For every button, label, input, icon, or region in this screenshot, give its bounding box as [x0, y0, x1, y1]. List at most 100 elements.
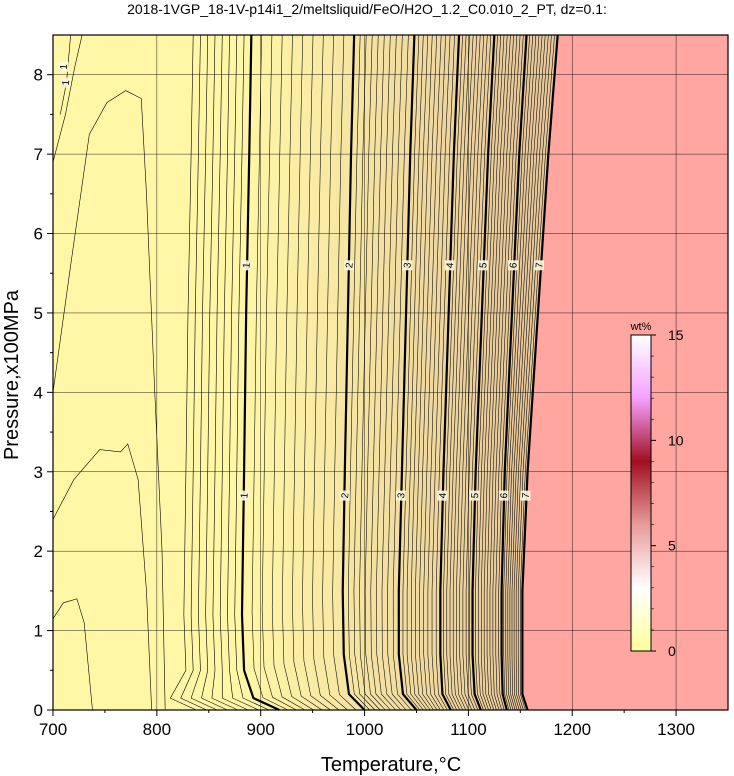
minor-contour	[452, 34, 474, 711]
contour-label: 2	[340, 492, 351, 499]
minor-contour	[446, 34, 467, 711]
contour-label: 6	[508, 262, 519, 269]
y-tick-label: 3	[34, 463, 43, 482]
colorbar-scale	[630, 334, 652, 652]
minor-contour	[359, 34, 381, 711]
minor-contour	[312, 34, 340, 711]
minor-contour	[505, 34, 534, 711]
major-contour-2	[341, 34, 366, 711]
minor-contour	[462, 34, 485, 711]
contour-label: 3	[396, 492, 407, 499]
y-tick-label: 8	[34, 66, 43, 85]
contour-label-bg	[498, 490, 509, 501]
colorbar-label: wt%	[630, 321, 652, 333]
contour-label-bg	[534, 260, 544, 271]
minor-contour	[435, 34, 455, 711]
contour-label: 3	[402, 262, 413, 269]
minor-contour	[392, 34, 412, 711]
major-contour-6	[500, 34, 528, 711]
minor-contour	[475, 34, 498, 711]
minor-contour	[415, 34, 433, 711]
contour-label: 7	[521, 492, 532, 499]
minor-contour	[387, 34, 407, 711]
minor-contour	[513, 34, 546, 711]
contour-label: 1	[61, 79, 72, 86]
minor-contour	[449, 34, 470, 711]
x-tick-label: 800	[143, 720, 171, 739]
minor-contour	[443, 34, 463, 711]
minor-contour	[370, 34, 391, 711]
minor-contour	[459, 34, 481, 711]
minor-contour	[511, 34, 543, 711]
major-contour-4	[439, 34, 461, 711]
contour-label: 4	[445, 262, 456, 269]
contour-label-bg	[343, 260, 354, 271]
minor-contour	[480, 34, 505, 711]
contour-label-bg	[395, 490, 406, 501]
y-tick-label: 2	[34, 542, 43, 561]
x-tick-label: 700	[39, 720, 67, 739]
minor-contour	[483, 34, 508, 711]
minor-contour	[489, 34, 514, 711]
x-tick-label: 1100	[450, 720, 487, 739]
y-tick-label: 7	[34, 145, 43, 164]
colorbar-tick-label: 5	[668, 538, 676, 554]
minor-contour	[495, 34, 521, 711]
minor-contour	[227, 34, 259, 711]
minor-contour-region	[52, 443, 152, 711]
colorbar: 0 5 10 15 wt%	[630, 321, 684, 659]
minor-contour	[261, 34, 297, 711]
major-contour-7	[521, 34, 559, 711]
minor-contour	[376, 34, 396, 711]
minor-contour	[211, 34, 238, 711]
x-tick-label: 900	[247, 720, 275, 739]
minor-contour	[271, 34, 306, 711]
x-tick-label: 1300	[657, 720, 695, 739]
minor-contour	[517, 34, 552, 711]
saturated-region	[522, 35, 728, 710]
minor-contour	[251, 34, 289, 711]
minor-contour	[498, 34, 524, 711]
contour-label-bg	[508, 260, 519, 271]
minor-contour	[503, 34, 530, 711]
contour-label: 6	[499, 492, 510, 499]
major-contour-5	[471, 34, 496, 711]
minor-contour	[322, 34, 348, 711]
contour-label-bg	[444, 260, 455, 271]
x-tick-label: 1200	[553, 720, 591, 739]
y-axis-label: Pressure,x100MPa	[1, 289, 23, 460]
minor-contour	[515, 34, 549, 711]
minor-contour	[381, 34, 402, 711]
minor-contour	[201, 34, 228, 711]
colorbar-tick-label: 10	[668, 432, 684, 448]
minor-contour	[456, 34, 477, 711]
major-contour-3	[397, 34, 418, 711]
minor-contour	[364, 34, 386, 711]
x-axis-label: Temperature,°C	[321, 754, 461, 776]
colorbar-tick-label: 0	[668, 643, 676, 659]
minor-contour	[353, 34, 376, 711]
contour-label-bg	[402, 260, 413, 271]
minor-contour	[180, 34, 207, 711]
minor-contour	[427, 34, 446, 711]
colorbar-tick-label: 15	[668, 327, 684, 343]
minor-contour	[492, 34, 518, 711]
contour-label-bg	[239, 490, 250, 501]
minor-contour	[507, 34, 537, 711]
minor-contour-region	[52, 90, 166, 711]
minor-contour	[469, 34, 492, 711]
plot-area	[53, 35, 728, 710]
minor-contour	[478, 34, 502, 711]
x-tick-label: 1000	[346, 720, 384, 739]
minor-contour	[302, 34, 331, 711]
minor-contour	[520, 34, 555, 711]
y-tick-label: 6	[34, 225, 43, 244]
minor-contour	[431, 34, 451, 711]
minor-contour	[282, 34, 314, 711]
minor-contour	[234, 34, 270, 711]
contour-label-bg	[477, 260, 488, 271]
minor-contour	[410, 34, 429, 711]
minor-contour	[219, 34, 249, 711]
contour-label-bg	[339, 490, 350, 501]
minor-contour-region	[52, 34, 83, 163]
